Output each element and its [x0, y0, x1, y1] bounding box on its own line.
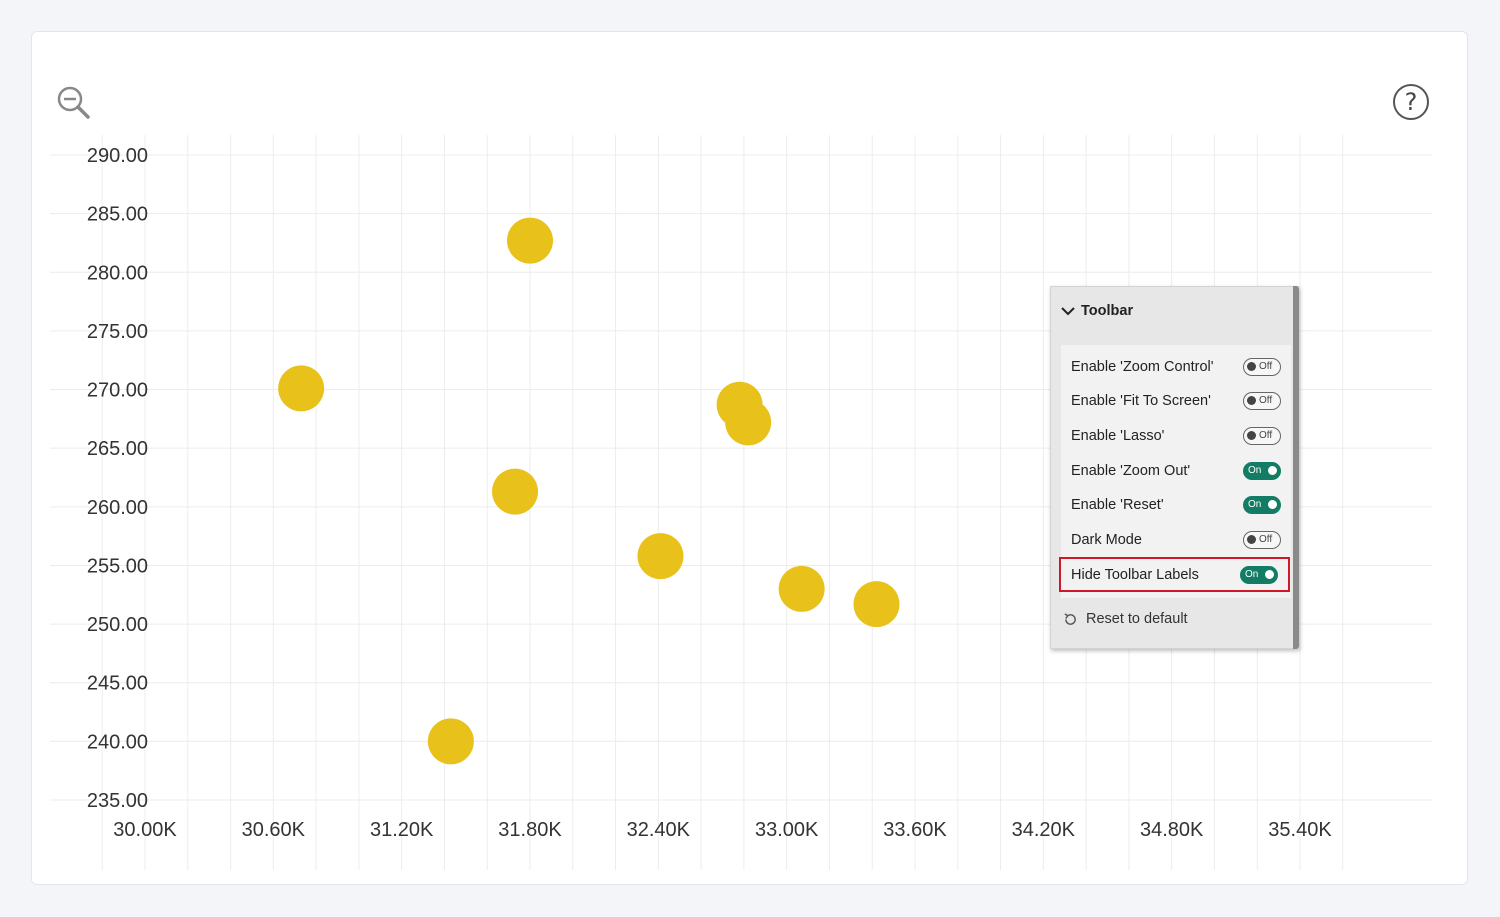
toolbar-option-label: Enable 'Lasso' [1071, 427, 1165, 444]
toggle-switch[interactable]: On [1240, 565, 1278, 584]
toolbar-option-row: Enable 'Zoom Out' On [1061, 453, 1291, 488]
toolbar-option-row: Enable 'Lasso' Off [1061, 418, 1291, 453]
chevron-down-icon [1061, 307, 1075, 316]
reset-icon [1064, 612, 1076, 625]
x-tick-label: 34.80K [1140, 819, 1204, 841]
toolbar-option-label: Enable 'Reset' [1071, 497, 1164, 514]
toolbar-option-row: Dark Mode Off [1061, 523, 1291, 558]
reset-to-default-button[interactable]: Reset to default [1063, 611, 1188, 627]
data-point [637, 533, 684, 580]
toolbar-option-row: Enable 'Fit To Screen' Off [1061, 384, 1291, 419]
toggle-state-label: Off [1259, 429, 1273, 441]
help-icon[interactable]: ? [1393, 84, 1429, 120]
toggle-state-label: Off [1259, 395, 1273, 407]
y-tick-label: 280.00 [87, 262, 148, 284]
x-tick-label: 30.00K [113, 819, 177, 841]
toolbar-settings-panel: Toolbar Enable 'Zoom Control' Off Enable '… [1050, 286, 1299, 649]
x-tick-label: 34.20K [1012, 819, 1076, 841]
x-tick-label: 32.40K [627, 819, 691, 841]
toolbar-option-label: Enable 'Zoom Control' [1071, 358, 1214, 375]
toolbar-section-header[interactable]: Toolbar [1051, 287, 1293, 335]
toggle-switch[interactable]: Off [1243, 357, 1281, 376]
data-point [278, 365, 325, 412]
y-tick-label: 235.00 [87, 790, 148, 812]
toggle-state-label: Off [1259, 360, 1273, 372]
toggle-knob [1247, 430, 1256, 440]
toolbar-options: Enable 'Zoom Control' Off Enable 'Fit To S… [1059, 345, 1291, 598]
y-tick-label: 270.00 [87, 380, 148, 402]
x-tick-label: 33.60K [883, 819, 947, 841]
toggle-switch[interactable]: On [1243, 496, 1281, 515]
y-tick-label: 240.00 [87, 731, 148, 753]
toggle-state-label: On [1248, 464, 1262, 476]
data-point [778, 565, 825, 612]
x-tick-label: 30.60K [242, 819, 306, 841]
data-point [507, 217, 553, 264]
data-point [725, 399, 772, 446]
toggle-knob [1247, 361, 1256, 371]
y-axis-ticks: 290.00 285.00 280.00 275.00 270.00 265.00 260.… [87, 145, 148, 812]
toolbar-option-label: Enable 'Fit To Screen' [1071, 393, 1211, 410]
y-tick-label: 275.00 [87, 321, 148, 343]
data-point [853, 581, 900, 628]
toolbar-option-row: Hide Toolbar Labels On [1059, 557, 1290, 593]
toolbar-option-label: Enable 'Zoom Out' [1071, 462, 1191, 479]
toggle-switch[interactable]: Off [1243, 426, 1281, 445]
y-tick-label: 250.00 [87, 614, 148, 636]
data-point [492, 468, 539, 515]
toggle-knob [1268, 465, 1277, 475]
x-tick-label: 31.80K [498, 819, 562, 841]
toggle-switch[interactable]: Off [1243, 531, 1281, 549]
toggle-knob [1268, 500, 1277, 510]
toolbar-option-label: Dark Mode [1071, 532, 1142, 548]
toggle-switch[interactable]: On [1243, 461, 1281, 480]
y-tick-label: 255.00 [87, 555, 148, 577]
toggle-switch[interactable]: Off [1243, 392, 1281, 411]
y-tick-label: 265.00 [87, 438, 148, 460]
toggle-state-label: On [1248, 499, 1262, 511]
y-tick-label: 290.00 [87, 145, 148, 167]
toolbar-option-row: Enable 'Reset' On [1061, 488, 1291, 523]
reset-label: Reset to default [1086, 611, 1188, 627]
data-point [427, 718, 474, 765]
toggle-state-label: Off [1259, 534, 1273, 545]
toggle-knob [1265, 569, 1274, 579]
x-tick-label: 33.00K [755, 819, 819, 841]
toolbar-section-title: Toolbar [1081, 303, 1134, 319]
x-tick-label: 35.40K [1268, 819, 1332, 841]
y-tick-label: 260.00 [87, 497, 148, 519]
toggle-knob [1247, 396, 1256, 406]
toolbar-option-label: Hide Toolbar Labels [1071, 566, 1199, 583]
data-points [278, 217, 900, 765]
x-axis-ticks: 30.00K 30.60K 31.20K 31.80K 32.40K 33.00K 33.6… [113, 819, 1332, 841]
toolbar-option-row: Enable 'Zoom Control' Off [1061, 349, 1291, 384]
y-tick-label: 245.00 [87, 673, 148, 695]
toggle-knob [1247, 535, 1256, 544]
x-tick-label: 31.20K [370, 819, 434, 841]
toggle-state-label: On [1245, 568, 1259, 580]
zoom-out-icon[interactable] [55, 84, 91, 120]
y-tick-label: 285.00 [87, 204, 148, 226]
